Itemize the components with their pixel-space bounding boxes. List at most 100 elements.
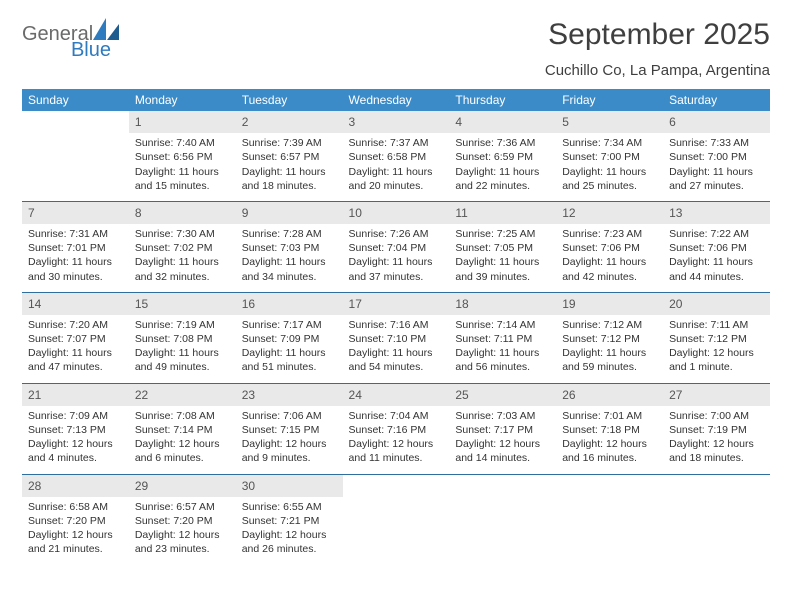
weekday-header: Monday — [129, 89, 236, 111]
daylight-line1: Daylight: 11 hours — [28, 346, 123, 360]
day-content-cell: Sunrise: 7:08 AMSunset: 7:14 PMDaylight:… — [129, 406, 236, 474]
day-number-row: 78910111213 — [22, 202, 770, 224]
sunset-text: Sunset: 7:06 PM — [669, 241, 764, 255]
daylight-line1: Daylight: 11 hours — [135, 255, 230, 269]
day-content-cell — [663, 497, 770, 565]
sunset-text: Sunset: 7:03 PM — [242, 241, 337, 255]
sunrise-text: Sunrise: 7:20 AM — [28, 318, 123, 332]
weekday-header: Wednesday — [343, 89, 450, 111]
day-number-cell: 2 — [236, 111, 343, 133]
day-content-cell: Sunrise: 7:25 AMSunset: 7:05 PMDaylight:… — [449, 224, 556, 292]
day-number-row: 14151617181920 — [22, 293, 770, 315]
daylight-line1: Daylight: 11 hours — [669, 165, 764, 179]
daylight-line2: and 37 minutes. — [349, 270, 444, 284]
daylight-line1: Daylight: 11 hours — [349, 255, 444, 269]
sunrise-text: Sunrise: 7:34 AM — [562, 136, 657, 150]
sunrise-text: Sunrise: 7:36 AM — [455, 136, 550, 150]
sunrise-text: Sunrise: 7:37 AM — [349, 136, 444, 150]
daylight-line1: Daylight: 12 hours — [669, 346, 764, 360]
day-number-cell: 25 — [449, 384, 556, 406]
sunset-text: Sunset: 7:21 PM — [242, 514, 337, 528]
logo-sail-icon — [93, 18, 119, 40]
daylight-line1: Daylight: 12 hours — [135, 528, 230, 542]
daylight-line1: Daylight: 12 hours — [349, 437, 444, 451]
sunrise-text: Sunrise: 6:58 AM — [28, 500, 123, 514]
day-number-cell — [22, 111, 129, 133]
day-number-cell: 8 — [129, 202, 236, 224]
daylight-line1: Daylight: 11 hours — [135, 346, 230, 360]
daylight-line1: Daylight: 12 hours — [242, 528, 337, 542]
day-content-cell: Sunrise: 7:04 AMSunset: 7:16 PMDaylight:… — [343, 406, 450, 474]
day-number-cell: 12 — [556, 202, 663, 224]
sunrise-text: Sunrise: 7:22 AM — [669, 227, 764, 241]
day-content-row: Sunrise: 6:58 AMSunset: 7:20 PMDaylight:… — [22, 497, 770, 565]
brand-logo: General GeneBlue — [22, 18, 119, 60]
day-number-cell — [663, 475, 770, 497]
daylight-line1: Daylight: 12 hours — [669, 437, 764, 451]
day-number-cell: 18 — [449, 293, 556, 315]
daylight-line2: and 1 minute. — [669, 360, 764, 374]
sunset-text: Sunset: 7:07 PM — [28, 332, 123, 346]
daylight-line1: Daylight: 12 hours — [28, 528, 123, 542]
day-content-cell: Sunrise: 7:39 AMSunset: 6:57 PMDaylight:… — [236, 133, 343, 201]
day-number-row: 123456 — [22, 111, 770, 133]
day-number-cell: 26 — [556, 384, 663, 406]
day-number-cell: 29 — [129, 475, 236, 497]
daylight-line2: and 49 minutes. — [135, 360, 230, 374]
daylight-line1: Daylight: 11 hours — [562, 346, 657, 360]
day-content-cell: Sunrise: 6:57 AMSunset: 7:20 PMDaylight:… — [129, 497, 236, 565]
sunset-text: Sunset: 7:09 PM — [242, 332, 337, 346]
day-content-cell: Sunrise: 7:30 AMSunset: 7:02 PMDaylight:… — [129, 224, 236, 292]
day-content-cell — [22, 133, 129, 201]
day-number-cell: 24 — [343, 384, 450, 406]
weekday-header-row: SundayMondayTuesdayWednesdayThursdayFrid… — [22, 89, 770, 111]
day-content-cell: Sunrise: 7:03 AMSunset: 7:17 PMDaylight:… — [449, 406, 556, 474]
day-number-cell: 15 — [129, 293, 236, 315]
sunrise-text: Sunrise: 7:04 AM — [349, 409, 444, 423]
page-title: September 2025 — [548, 18, 770, 52]
day-content-cell — [449, 497, 556, 565]
sunset-text: Sunset: 7:12 PM — [669, 332, 764, 346]
day-number-cell: 13 — [663, 202, 770, 224]
weekday-header: Sunday — [22, 89, 129, 111]
day-content-cell: Sunrise: 7:17 AMSunset: 7:09 PMDaylight:… — [236, 315, 343, 383]
day-content-cell: Sunrise: 7:40 AMSunset: 6:56 PMDaylight:… — [129, 133, 236, 201]
sunrise-text: Sunrise: 7:09 AM — [28, 409, 123, 423]
daylight-line2: and 16 minutes. — [562, 451, 657, 465]
sunset-text: Sunset: 7:01 PM — [28, 241, 123, 255]
sunrise-text: Sunrise: 7:30 AM — [135, 227, 230, 241]
sunset-text: Sunset: 6:56 PM — [135, 150, 230, 164]
daylight-line1: Daylight: 11 hours — [349, 346, 444, 360]
day-number-cell: 14 — [22, 293, 129, 315]
day-content-cell: Sunrise: 7:11 AMSunset: 7:12 PMDaylight:… — [663, 315, 770, 383]
day-number-cell — [556, 475, 663, 497]
daylight-line1: Daylight: 11 hours — [135, 165, 230, 179]
sunrise-text: Sunrise: 7:26 AM — [349, 227, 444, 241]
sunset-text: Sunset: 7:11 PM — [455, 332, 550, 346]
day-content-row: Sunrise: 7:09 AMSunset: 7:13 PMDaylight:… — [22, 406, 770, 474]
daylight-line2: and 39 minutes. — [455, 270, 550, 284]
sunset-text: Sunset: 7:20 PM — [135, 514, 230, 528]
daylight-line2: and 20 minutes. — [349, 179, 444, 193]
daylight-line1: Daylight: 11 hours — [28, 255, 123, 269]
calendar-table: SundayMondayTuesdayWednesdayThursdayFrid… — [22, 89, 770, 564]
day-content-cell: Sunrise: 7:16 AMSunset: 7:10 PMDaylight:… — [343, 315, 450, 383]
sunrise-text: Sunrise: 7:00 AM — [669, 409, 764, 423]
daylight-line1: Daylight: 11 hours — [669, 255, 764, 269]
daylight-line2: and 27 minutes. — [669, 179, 764, 193]
daylight-line2: and 25 minutes. — [562, 179, 657, 193]
sunrise-text: Sunrise: 7:33 AM — [669, 136, 764, 150]
sunrise-text: Sunrise: 7:03 AM — [455, 409, 550, 423]
sunrise-text: Sunrise: 7:28 AM — [242, 227, 337, 241]
daylight-line1: Daylight: 11 hours — [242, 165, 337, 179]
day-number-cell — [343, 475, 450, 497]
day-number-cell: 17 — [343, 293, 450, 315]
sunset-text: Sunset: 7:08 PM — [135, 332, 230, 346]
sunrise-text: Sunrise: 7:25 AM — [455, 227, 550, 241]
sunrise-text: Sunrise: 7:08 AM — [135, 409, 230, 423]
sunrise-text: Sunrise: 7:06 AM — [242, 409, 337, 423]
daylight-line2: and 34 minutes. — [242, 270, 337, 284]
day-number-cell: 30 — [236, 475, 343, 497]
sunset-text: Sunset: 7:00 PM — [562, 150, 657, 164]
sunrise-text: Sunrise: 7:31 AM — [28, 227, 123, 241]
